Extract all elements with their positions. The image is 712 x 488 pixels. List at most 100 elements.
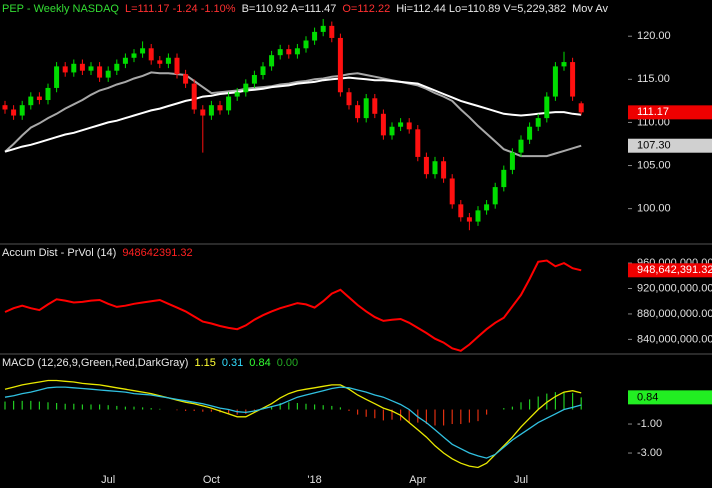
candle-body xyxy=(380,113,386,136)
candle-body xyxy=(157,60,163,64)
candle-body xyxy=(79,63,85,71)
series-line xyxy=(4,76,582,153)
candle-body xyxy=(165,57,171,64)
candle-body xyxy=(286,49,292,55)
candle-body xyxy=(544,96,550,119)
candle-body xyxy=(475,210,481,222)
candle-body xyxy=(122,57,128,64)
candle-body xyxy=(45,87,51,101)
panel-header: MACD (12,26,9,Green,Red,DarkGray) xyxy=(2,357,188,369)
y-tick-label: 100.00 xyxy=(637,203,671,215)
candle-body xyxy=(105,70,111,78)
panel-header: Hi=112.44 Lo=110.89 V=5,229,382 xyxy=(396,3,566,15)
candle-body xyxy=(200,109,206,116)
candle-body xyxy=(114,63,120,71)
candle-body xyxy=(578,103,584,113)
candle-body xyxy=(372,98,378,114)
panel-header: 0.31 xyxy=(222,357,243,369)
candle-body xyxy=(19,105,25,116)
candle-body xyxy=(415,129,421,157)
candle-body xyxy=(466,217,472,222)
panel-header: 0.84 xyxy=(249,357,270,369)
candle-body xyxy=(36,96,42,101)
last-value-box xyxy=(628,105,712,120)
x-tick-label: Jul xyxy=(514,474,528,486)
panel-header: 948642391.32 xyxy=(122,247,192,259)
candle-body xyxy=(88,66,94,71)
series-line xyxy=(4,386,582,459)
candle-body xyxy=(527,126,533,140)
x-tick-label: '18 xyxy=(307,474,321,486)
panel-header: Mov Av xyxy=(572,3,608,15)
candle-body xyxy=(191,83,197,110)
candle-body xyxy=(346,92,352,106)
candle-body xyxy=(140,48,146,54)
candle-body xyxy=(97,66,103,78)
y-tick-label: 840,000,000.00 xyxy=(637,333,712,345)
candle-body xyxy=(406,122,412,130)
candle-body xyxy=(320,25,326,32)
candle-body xyxy=(217,105,223,111)
y-tick-label: 920,000,000.00 xyxy=(637,282,712,294)
candle-body xyxy=(260,66,266,76)
y-tick-label: 110.00 xyxy=(637,116,670,128)
panel-header: Accum Dist - PrVol (14) xyxy=(2,247,116,259)
candle-body xyxy=(423,156,429,175)
candle-body xyxy=(535,118,541,127)
candle-body xyxy=(148,48,154,61)
candle-body xyxy=(398,122,404,127)
candle-body xyxy=(269,55,275,67)
candle-body xyxy=(501,169,507,188)
candle-body xyxy=(28,96,34,106)
panel-header: O=112.22 xyxy=(342,3,390,15)
candle-body xyxy=(509,152,515,170)
candle-body xyxy=(449,178,455,205)
panel-header: B=110.92 A=111.47 xyxy=(242,3,337,15)
last-value-label: 111.17 xyxy=(637,106,669,118)
candle-body xyxy=(11,109,17,116)
y-tick-label: 880,000,000.00 xyxy=(637,308,712,320)
candle-body xyxy=(363,98,369,119)
candle-body xyxy=(492,187,498,205)
candle-body xyxy=(570,62,576,97)
series-line xyxy=(4,71,582,158)
panel-header: 1.15 xyxy=(194,357,215,369)
candle-body xyxy=(458,204,464,218)
last-value-label: 0.84 xyxy=(637,391,658,403)
candle-body xyxy=(484,204,490,211)
candle-body xyxy=(243,83,249,93)
candle-body xyxy=(518,139,524,153)
x-tick-label: Oct xyxy=(203,474,220,486)
candle-body xyxy=(303,40,309,49)
candle-body xyxy=(312,31,318,41)
candle-body xyxy=(329,25,335,38)
x-tick-label: Jul xyxy=(101,474,115,486)
last-value-box xyxy=(628,138,712,153)
y-tick-label: 105.00 xyxy=(637,159,671,171)
panel-header: 0.00 xyxy=(277,357,298,369)
candle-body xyxy=(174,57,180,75)
candle-body xyxy=(208,105,214,116)
y-tick-label: -1.00 xyxy=(637,418,662,430)
candle-body xyxy=(552,66,558,97)
series-line xyxy=(4,259,582,352)
candle-body xyxy=(561,62,567,67)
candle-body xyxy=(337,37,343,93)
candle-body xyxy=(432,161,438,175)
candle-body xyxy=(226,96,232,111)
candle-body xyxy=(389,126,395,136)
y-tick-label: 115.00 xyxy=(637,73,670,85)
candle-body xyxy=(183,74,189,84)
y-tick-label: -3.00 xyxy=(637,447,662,459)
candle-body xyxy=(62,66,68,73)
candle-body xyxy=(2,105,8,110)
series-line xyxy=(4,379,582,469)
candle-body xyxy=(234,92,240,97)
candle-body xyxy=(54,66,60,88)
last-value-label: 107.30 xyxy=(637,140,671,152)
candle-body xyxy=(71,63,77,73)
panel-header: PEP - Weekly NASDAQ xyxy=(2,3,119,15)
candle-body xyxy=(251,75,257,84)
candle-body xyxy=(277,49,283,56)
